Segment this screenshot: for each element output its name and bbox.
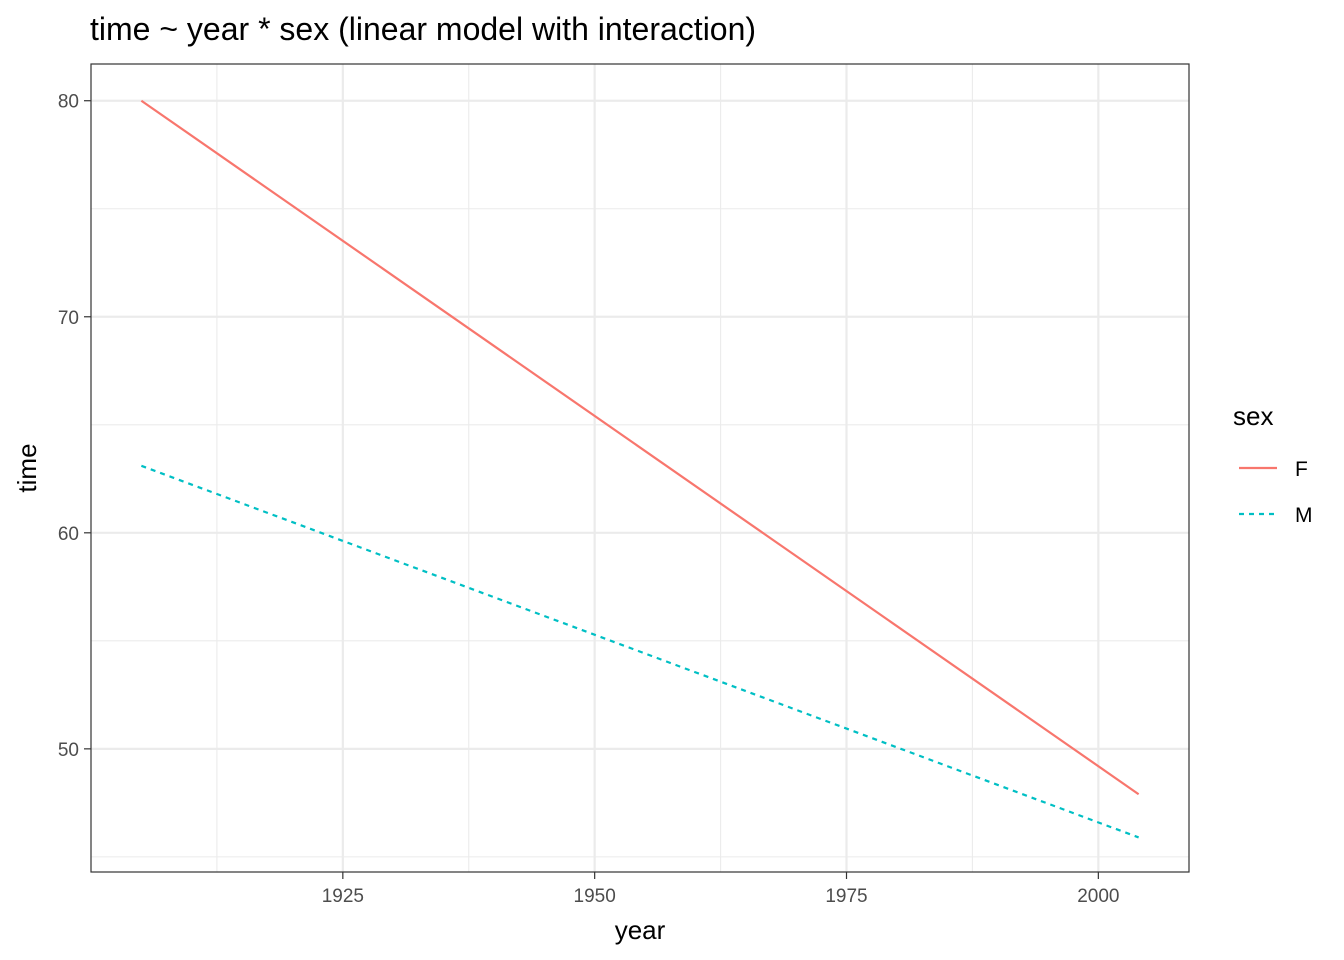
major-gridlines — [91, 64, 1189, 872]
series-line-f — [140, 99, 1140, 796]
x-axis-title: year — [615, 915, 666, 945]
legend-title: sex — [1233, 401, 1273, 431]
y-tick-label: 60 — [58, 524, 79, 545]
y-tick-label: 80 — [58, 92, 79, 113]
x-tick-label: 1975 — [825, 886, 867, 907]
legend-label-m: M — [1295, 504, 1313, 527]
legend: sex FM — [1233, 401, 1313, 527]
plot-panel — [91, 64, 1189, 872]
legend-entries: FM — [1239, 458, 1313, 527]
x-tick-label: 1925 — [322, 886, 364, 907]
y-tick-label: 70 — [58, 308, 79, 329]
x-tick-label: 2000 — [1077, 886, 1119, 907]
y-axis-title: time — [12, 443, 42, 492]
legend-label-f: F — [1295, 458, 1308, 481]
series-line-m — [140, 464, 1140, 839]
chart-title: time ~ year * sex (linear model with int… — [90, 11, 756, 47]
plot-panel-border — [90, 63, 1190, 873]
y-axis: 50 60 70 80 — [58, 92, 91, 761]
y-tick-label: 50 — [58, 740, 79, 761]
minor-gridlines — [91, 64, 1189, 872]
x-tick-label: 1950 — [574, 886, 616, 907]
series-lines — [140, 99, 1140, 839]
x-axis: 1925 1950 1975 2000 — [322, 872, 1119, 907]
